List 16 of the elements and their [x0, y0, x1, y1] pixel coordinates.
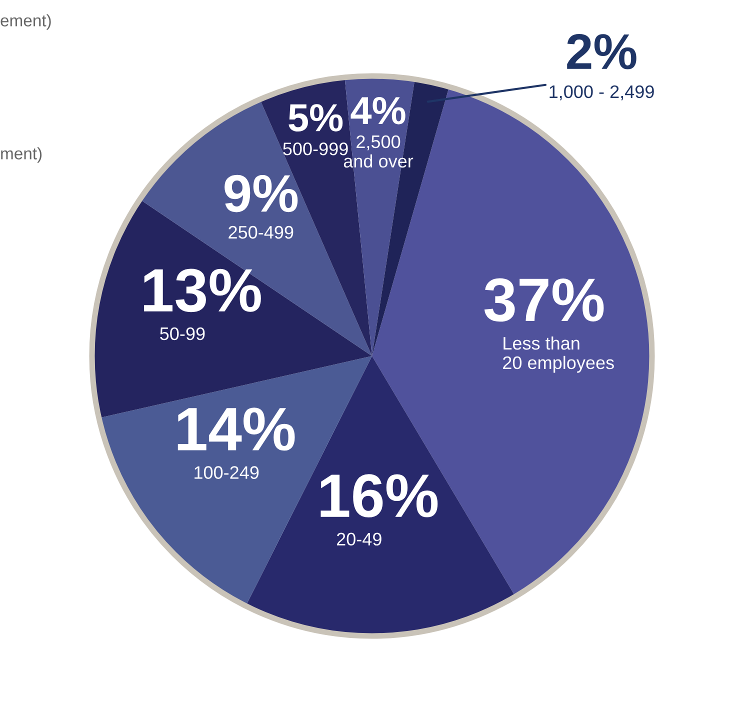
data-label: 5% [288, 104, 343, 132]
data-label: 16% [320, 474, 438, 518]
data-label: 2% [567, 34, 636, 70]
slice-label: Less than 20 employees [503, 336, 614, 373]
slice-label: 1,000 - 2,499 [550, 85, 654, 100]
text: ment) [1, 147, 42, 163]
slice-label: 20-49 [336, 532, 382, 546]
data-label: 14% [178, 408, 295, 451]
data-label: 37% [484, 278, 604, 322]
data-label: 9% [224, 174, 298, 212]
slice-label: 100-249 [194, 466, 259, 479]
data-label: 4% [350, 96, 406, 124]
slice-label: 250-499 [228, 226, 294, 239]
data-label: 13% [144, 268, 261, 312]
slice-label: 50-99 [160, 327, 205, 340]
text: ement) [0, 14, 51, 30]
